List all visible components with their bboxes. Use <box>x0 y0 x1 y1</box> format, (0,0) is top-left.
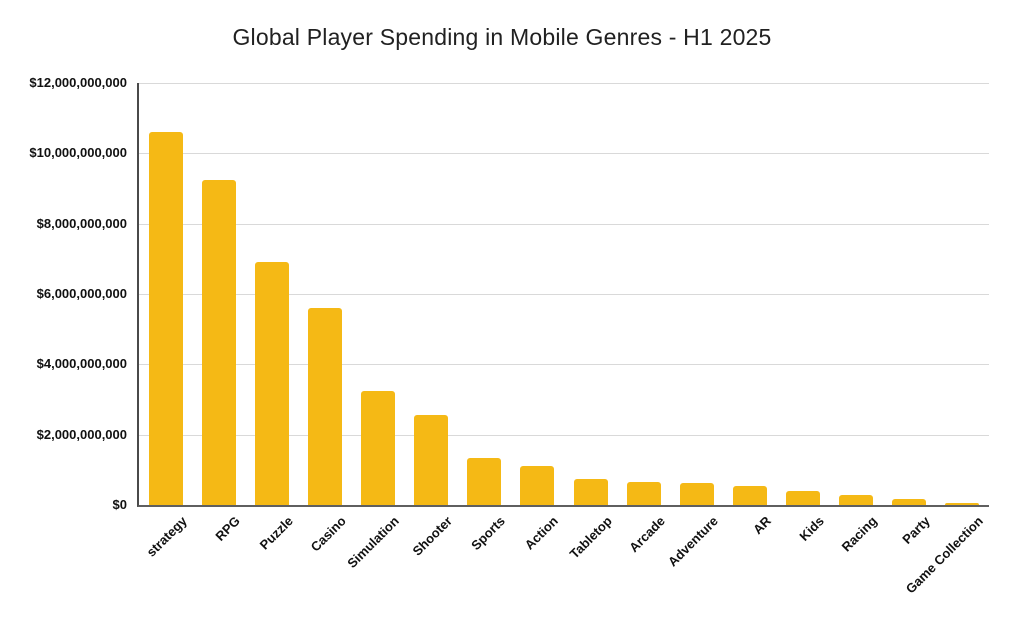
bar-ar <box>732 485 767 505</box>
gridline <box>139 364 989 366</box>
y-tick-label: $8,000,000,000 <box>36 215 127 231</box>
bar-tabletop <box>573 478 608 505</box>
gridline <box>139 294 989 295</box>
bar-action <box>520 466 555 505</box>
gridline <box>139 223 989 225</box>
bar-strategy <box>148 132 183 505</box>
bar-party <box>892 498 927 505</box>
y-tick-label: $2,000,000,000 <box>36 426 127 442</box>
bar-shooter <box>414 415 449 505</box>
y-tick-label: $12,000,000,000 <box>29 75 127 90</box>
y-tick-label: $6,000,000,000 <box>36 286 127 301</box>
y-tick-label: $4,000,000,000 <box>36 356 127 372</box>
bar-simulation <box>361 390 396 505</box>
bar-sports <box>467 457 502 505</box>
bar-racing <box>839 495 874 505</box>
gridline <box>139 83 989 84</box>
y-tick-label: $0 <box>112 497 127 512</box>
gridline <box>139 153 989 155</box>
bar-adventure <box>679 482 714 505</box>
bar-casino <box>307 308 342 505</box>
gridline <box>139 434 989 436</box>
bar-game-collection <box>945 503 980 505</box>
bar-rpg <box>201 179 236 505</box>
y-tick-label: $10,000,000,000 <box>29 145 127 161</box>
plot-area: strategy RPG Puzzle Casino Simulation Shooter… <box>137 83 989 596</box>
y-axis: $0 $2,000,000,000 $4,000,000,000 $6,000,000… <box>0 75 131 512</box>
bar-arcade <box>626 482 661 505</box>
x-tick-label: strategy <box>143 513 190 560</box>
chart-title: Global Player Spending in Mobile Genres … <box>232 24 772 50</box>
bar-kids <box>786 490 821 505</box>
bar-puzzle <box>254 262 289 505</box>
